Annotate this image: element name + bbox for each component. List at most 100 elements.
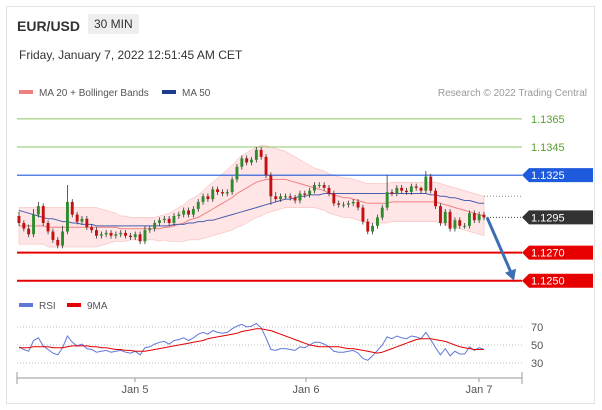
candle-body-30 (162, 218, 166, 221)
support-label-5: 1.1250 (531, 276, 565, 288)
level-labels: 1.1365 1.1345 1.1325 1.1295 1.1270 1.1250 (522, 114, 593, 288)
candle-body-16 (95, 230, 98, 236)
legend-label-ma20: MA 20 + Bollinger Bands (39, 88, 149, 99)
candle-body-32 (172, 216, 176, 223)
rsi-series-1 (19, 328, 484, 354)
candle-body-91 (458, 220, 462, 226)
candle-body-55 (284, 196, 287, 198)
candle-body-22 (124, 232, 127, 236)
candle-body-49 (254, 149, 258, 160)
support-label-4: 1.1270 (531, 248, 565, 260)
legend-swatch-9ma (67, 303, 81, 307)
candle-body-35 (187, 210, 190, 215)
candle-body-83 (419, 187, 423, 191)
candle-body-27 (148, 228, 152, 231)
candle-body-62 (317, 185, 321, 186)
legend-swatch-rsi (19, 303, 33, 307)
candle-body-87 (439, 206, 442, 223)
candle-body-58 (298, 193, 302, 201)
forecast-arrow (485, 216, 516, 281)
candle-body-68 (346, 203, 350, 205)
candle-body-84 (424, 176, 428, 191)
legend-label-9ma: 9MA (87, 301, 108, 312)
candle-body-92 (463, 225, 467, 227)
candle-body-88 (443, 211, 447, 224)
candle-body-69 (351, 201, 355, 204)
candle-body-65 (332, 193, 336, 204)
support-tag-5 (522, 273, 593, 288)
candle-body-14 (85, 218, 89, 228)
candle-body-82 (414, 186, 418, 188)
candle-body-46 (240, 158, 244, 167)
rsi-panel: 70 50 30 (17, 322, 543, 370)
rsi-tick-label-0: 70 (531, 322, 543, 334)
candle-body-94 (472, 213, 476, 221)
candle-body-79 (400, 187, 404, 191)
candle-body-4 (36, 206, 40, 215)
candle-body-45 (235, 166, 239, 180)
x-tick-label-2: Jan 7 (466, 384, 493, 396)
candle-body-78 (395, 187, 399, 194)
candle-body-38 (201, 196, 205, 202)
key-levels (17, 118, 522, 282)
x-axis: Jan 5 Jan 6 Jan 7 (16, 372, 523, 396)
candle-body-8 (56, 239, 60, 246)
candle-body-13 (80, 218, 84, 222)
candle-body-28 (153, 223, 157, 229)
x-tick-label-0: Jan 5 (122, 384, 149, 396)
candle-body-72 (366, 221, 370, 232)
candle-body-64 (327, 187, 331, 194)
candle-body-93 (468, 213, 471, 226)
candle-body-18 (104, 232, 108, 235)
candles (17, 147, 486, 249)
symbol-title: EUR/USD (17, 18, 81, 34)
legend-label-rsi: RSI (39, 301, 56, 312)
candle-body-10 (66, 201, 69, 232)
pivot-label: 1.1325 (531, 170, 565, 182)
research-credit: Research © 2022 Trading Central (438, 88, 587, 99)
candle-body-23 (129, 235, 132, 238)
candle-body-90 (453, 220, 457, 229)
legend-swatch-ma20 (19, 90, 33, 94)
candle-body-0 (17, 216, 21, 223)
resistance-label-0: 1.1365 (531, 114, 565, 126)
candle-body-76 (385, 192, 389, 208)
candle-body-29 (158, 220, 161, 223)
candle-body-80 (405, 190, 408, 193)
candle-body-12 (75, 214, 79, 222)
chart-datetime: Friday, January 7, 2022 12:51:45 AM CET (19, 48, 243, 62)
candle-body-50 (259, 149, 263, 157)
candle-body-37 (196, 201, 200, 209)
candle-body-36 (191, 209, 195, 215)
candle-body-43 (225, 192, 229, 194)
candle-body-56 (288, 196, 292, 198)
candle-body-20 (114, 234, 118, 236)
candle-body-59 (303, 193, 307, 195)
resistance-label-1: 1.1345 (531, 142, 565, 154)
candle-body-9 (61, 231, 64, 246)
candle-body-63 (322, 185, 326, 188)
candle-body-67 (342, 204, 345, 206)
candle-body-61 (313, 185, 316, 191)
candle-body-3 (32, 214, 35, 235)
candle-body-31 (167, 218, 171, 223)
timeframe-badge[interactable]: 30 MIN (88, 14, 139, 34)
candle-body-15 (90, 227, 94, 231)
candle-body-1 (22, 223, 26, 229)
candle-body-34 (182, 210, 186, 215)
candle-body-86 (434, 190, 437, 207)
candle-body-71 (361, 207, 365, 222)
candle-body-42 (221, 192, 224, 194)
current-price-tag (522, 210, 593, 225)
pivot-tag (522, 168, 593, 183)
candle-body-48 (250, 159, 253, 163)
candle-body-40 (211, 189, 215, 200)
rsi-tick-label-2: 30 (531, 358, 543, 370)
candle-body-6 (46, 223, 50, 232)
candle-body-11 (70, 201, 74, 215)
candle-body-85 (429, 176, 433, 191)
candle-body-75 (380, 207, 384, 218)
x-tick-label-1: Jan 6 (293, 384, 320, 396)
rsi-series-0 (18, 322, 485, 361)
